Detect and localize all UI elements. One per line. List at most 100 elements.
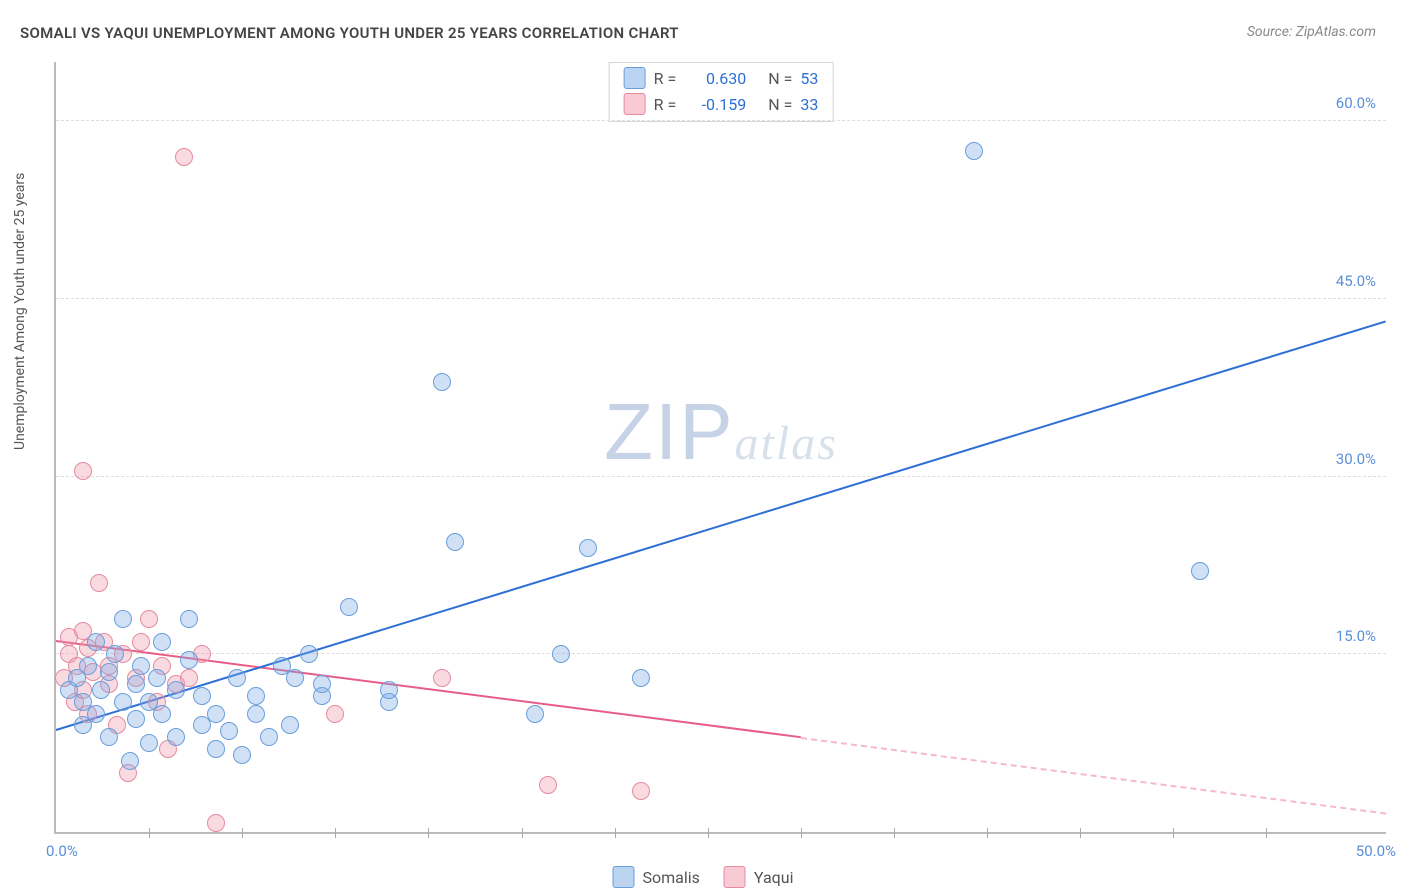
data-point	[207, 705, 225, 723]
data-point	[106, 645, 124, 663]
x-tick	[1266, 828, 1267, 838]
y-tick-label: 60.0%	[1336, 94, 1376, 112]
data-point	[247, 687, 265, 705]
stat-label: R =	[654, 69, 677, 88]
swatch-icon	[613, 866, 635, 888]
data-point	[167, 681, 185, 699]
data-point	[446, 533, 464, 551]
data-point	[433, 669, 451, 687]
data-point	[148, 669, 166, 687]
data-point	[233, 746, 251, 764]
data-point	[313, 675, 331, 693]
x-tick	[522, 828, 523, 838]
data-point	[180, 651, 198, 669]
data-point	[180, 610, 198, 628]
stats-row: R =-0.159N =33	[624, 91, 819, 117]
stat-label: N =	[768, 95, 792, 114]
n-value: 33	[800, 95, 818, 114]
data-point	[127, 710, 145, 728]
n-value: 53	[800, 69, 818, 88]
data-point	[286, 669, 304, 687]
swatch-icon	[624, 67, 646, 89]
gridline	[56, 120, 1386, 121]
watermark-zip: ZIP	[604, 387, 734, 476]
data-point	[153, 633, 171, 651]
x-tick	[428, 828, 429, 838]
x-tick	[149, 828, 150, 838]
y-axis-label: Unemployment Among Youth under 25 years	[12, 173, 28, 450]
trendline	[56, 321, 1387, 732]
x-tick	[1173, 828, 1174, 838]
gridline	[56, 653, 1386, 654]
stat-label: R =	[654, 95, 677, 114]
stats-row: R = 0.630 N = 53	[624, 65, 819, 91]
data-point	[167, 728, 185, 746]
data-point	[552, 645, 570, 663]
data-point	[92, 681, 110, 699]
swatch-icon	[624, 93, 646, 115]
trendline	[801, 737, 1386, 815]
data-point	[79, 657, 97, 675]
data-point	[228, 669, 246, 687]
series-legend: Somalis Yaqui	[613, 866, 794, 888]
data-point	[300, 645, 318, 663]
data-point	[632, 782, 650, 800]
y-tick-label: 45.0%	[1336, 272, 1376, 290]
x-axis-max-label: 50.0%	[1356, 842, 1396, 860]
data-point	[281, 716, 299, 734]
chart-title: SOMALI VS YAQUI UNEMPLOYMENT AMONG YOUTH…	[20, 24, 679, 42]
data-point	[114, 693, 132, 711]
data-point	[87, 705, 105, 723]
data-point	[579, 539, 597, 557]
data-point	[340, 598, 358, 616]
x-tick	[242, 828, 243, 838]
x-tick	[801, 828, 802, 838]
data-point	[121, 752, 139, 770]
x-tick	[894, 828, 895, 838]
data-point	[247, 705, 265, 723]
gridline	[56, 298, 1386, 299]
stat-label: N =	[768, 69, 792, 88]
data-point	[965, 142, 983, 160]
data-point	[175, 148, 193, 166]
watermark-atlas: atlas	[735, 417, 838, 470]
legend-label: Somalis	[643, 868, 700, 887]
data-point	[632, 669, 650, 687]
data-point	[207, 814, 225, 832]
r-value: 0.630	[684, 69, 746, 88]
data-point	[132, 657, 150, 675]
x-tick	[615, 828, 616, 838]
x-tick	[708, 828, 709, 838]
x-tick	[335, 828, 336, 838]
data-point	[74, 462, 92, 480]
data-point	[260, 728, 278, 746]
data-point	[220, 722, 238, 740]
y-tick-label: 30.0%	[1336, 450, 1376, 468]
data-point	[207, 740, 225, 758]
x-axis-origin-label: 0.0%	[46, 842, 78, 860]
data-point	[526, 705, 544, 723]
data-point	[140, 734, 158, 752]
data-point	[326, 705, 344, 723]
data-point	[132, 633, 150, 651]
data-point	[127, 675, 145, 693]
gridline	[56, 476, 1386, 477]
legend-item-yaqui: Yaqui	[724, 866, 794, 888]
source-attribution: Source: ZipAtlas.com	[1247, 24, 1376, 40]
data-point	[114, 610, 132, 628]
x-tick	[1080, 828, 1081, 838]
data-point	[433, 373, 451, 391]
swatch-icon	[724, 866, 746, 888]
data-point	[539, 776, 557, 794]
data-point	[140, 610, 158, 628]
data-point	[100, 663, 118, 681]
plot-area: ZIPatlas R =0.630N =53R =-0.159N =33 0.0…	[54, 62, 1386, 834]
data-point	[90, 574, 108, 592]
x-tick	[987, 828, 988, 838]
data-point	[380, 681, 398, 699]
y-tick-label: 15.0%	[1336, 627, 1376, 645]
correlation-stats-box: R =0.630N =53R =-0.159N =33	[609, 62, 834, 122]
data-point	[87, 633, 105, 651]
data-point	[153, 705, 171, 723]
legend-item-somali: Somalis	[613, 866, 700, 888]
